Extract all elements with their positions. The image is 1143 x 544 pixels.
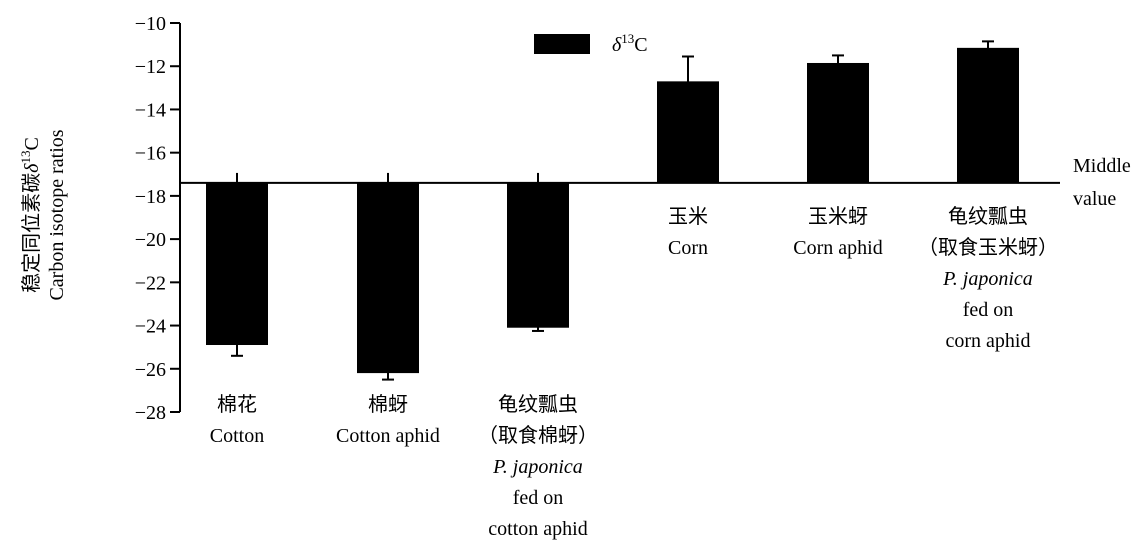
category-label: corn aphid [946,330,1031,352]
category-label: fed on [513,487,564,509]
legend-swatch [534,34,590,54]
y-tick-label: −16 [135,143,166,165]
bar [507,182,569,328]
category-label: P. japonica [942,268,1033,290]
legend-label: δ13C [612,31,648,56]
baseline-label-line2: value [1073,188,1116,210]
y-tick-label: −10 [135,13,166,35]
y-tick-label: −20 [135,229,166,251]
category-label: Corn [668,237,708,259]
category-label: P. japonica [492,456,583,478]
bar [206,182,268,346]
bar [357,182,419,374]
y-tick-label: −14 [135,99,166,121]
category-label: 龟纹瓢虫 [948,205,1028,228]
baseline-label-line1: Middle [1073,155,1131,177]
y-tick-label: −24 [135,316,166,338]
category-label: Corn aphid [793,237,882,259]
category-label: 玉米 [668,205,708,228]
category-label: 龟纹瓢虫 [498,393,578,416]
category-label: （取食玉米蚜） [918,236,1058,259]
category-label: Cotton aphid [336,425,440,447]
category-label: 棉花 [217,393,257,416]
category-label: Cotton [210,425,264,447]
y-axis-label-en: Carbon isotope ratios [46,129,68,300]
category-label: cotton aphid [488,518,587,540]
y-tick-label: −18 [135,186,166,208]
category-label: fed on [963,299,1014,321]
y-axis-label-zh: 稳定同位素碳δ13C [18,137,43,293]
category-label: 棉蚜 [368,393,408,416]
y-tick-label: −26 [135,359,166,381]
bar [807,62,869,183]
y-tick-label: −28 [135,402,166,424]
category-label: 玉米蚜 [808,205,868,228]
category-label: （取食棉蚜） [478,424,598,447]
y-tick-label: −12 [135,56,166,78]
y-tick-label: −22 [135,272,166,294]
bar [957,47,1019,183]
